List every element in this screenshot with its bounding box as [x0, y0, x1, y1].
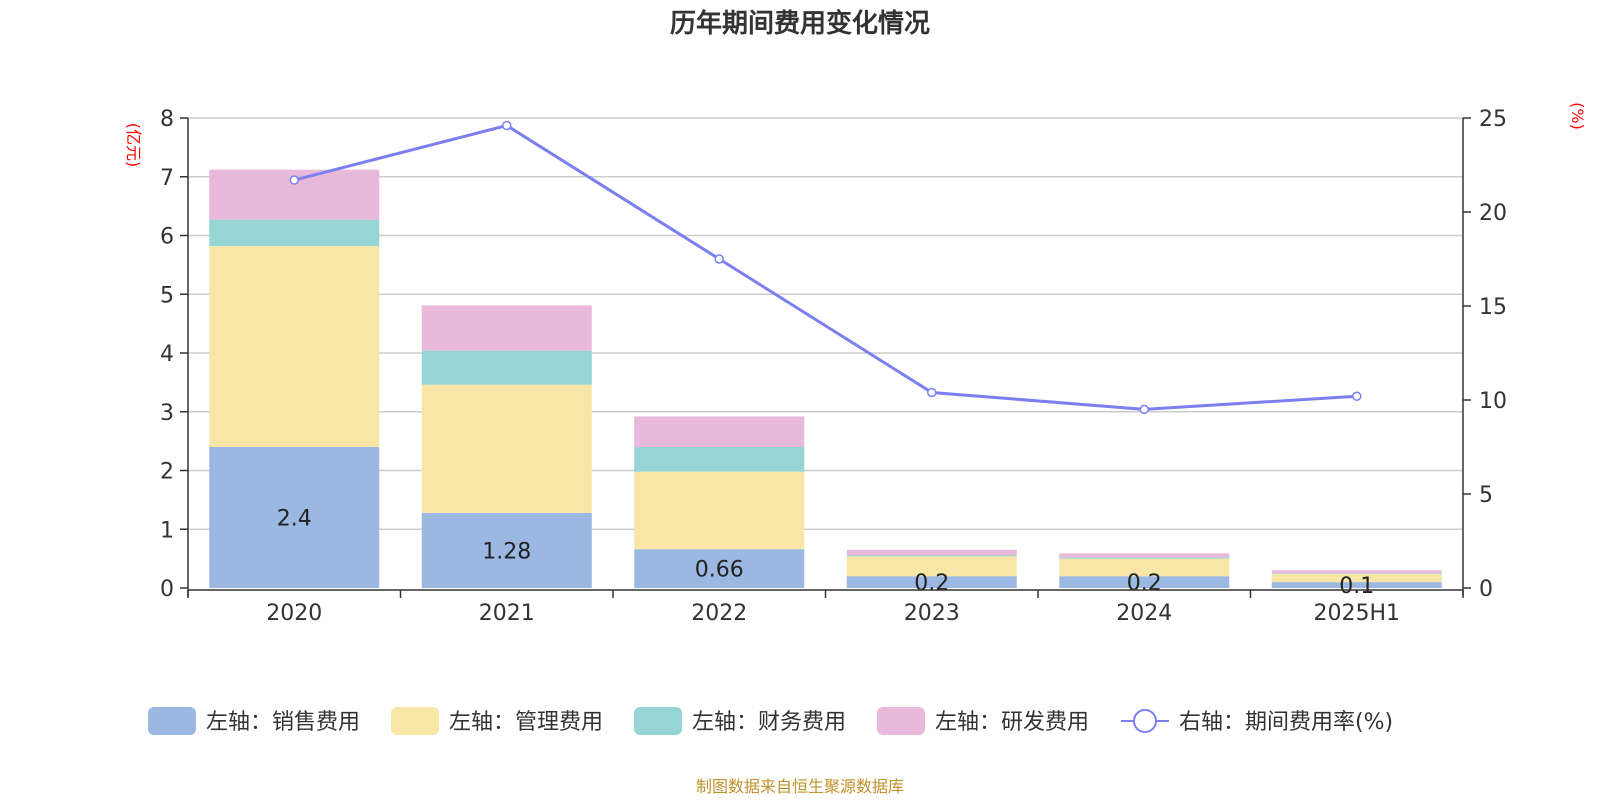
left-tick-label: 2 [160, 460, 174, 485]
right-tick-label: 0 [1479, 577, 1493, 602]
left-tick-label: 4 [160, 342, 174, 367]
rate-point [714, 254, 724, 264]
legend-swatch [148, 707, 196, 735]
bar-data-label: 0.2 [914, 571, 949, 596]
bar-segment [1271, 573, 1442, 574]
bar-data-label: 0.66 [695, 558, 744, 583]
legend-label: 右轴：期间费用率(%) [1179, 710, 1393, 735]
left-tick-label: 6 [160, 225, 174, 250]
right-tick-label: 15 [1479, 295, 1507, 320]
legend-swatch [634, 707, 682, 735]
source-note: 制图数据来自恒生聚源数据库 [696, 777, 904, 796]
bar-data-label: 0.2 [1127, 571, 1162, 596]
left-tick-label: 7 [160, 166, 174, 191]
left-tick-label: 3 [160, 401, 174, 426]
bar-segment [209, 219, 380, 247]
rate-point [502, 120, 512, 131]
rate-line-path [293, 123, 1357, 411]
bars: 2.4 1.28 0.66 0.2 0.2 0.1 [209, 169, 1442, 599]
bar-segment [1271, 570, 1442, 574]
bar-segment [846, 556, 1017, 577]
legend-marker [1133, 709, 1157, 733]
bar-segment [634, 416, 805, 447]
legend-label: 左轴：管理费用 [449, 710, 603, 735]
legend-swatch [877, 707, 925, 735]
x-tick-label: 2022 [691, 601, 747, 626]
left-tick-label: 1 [160, 518, 174, 543]
rate-point [927, 387, 937, 398]
right-tick-label: 5 [1479, 483, 1493, 508]
rate-line [289, 120, 1362, 415]
right-axis-unit: (%) [1568, 102, 1587, 130]
x-tick-label: 2024 [1116, 601, 1172, 626]
bar-segment [1059, 576, 1230, 588]
grid [188, 117, 1463, 530]
rate-point [1139, 404, 1149, 415]
legend: 左轴：销售费用 左轴：管理费用 左轴：财务费用 左轴：研发费用 右轴：期间费用率(%) [148, 707, 1393, 735]
right-tick-label: 20 [1479, 201, 1507, 226]
bar-segment [1059, 553, 1230, 558]
x-tick-label: 2025H1 [1313, 601, 1400, 626]
bar-segment [1271, 573, 1442, 583]
left-tick-label: 8 [160, 107, 174, 132]
bar-segment [846, 555, 1017, 557]
chart-title: 历年期间费用变化情况 [670, 8, 930, 39]
bar-segment [209, 246, 380, 447]
bar-segment [421, 350, 592, 385]
right-tick-label: 25 [1479, 107, 1507, 132]
x-tick-label: 2020 [266, 601, 322, 626]
left-tick-label: 0 [160, 577, 174, 602]
bar-segment [209, 447, 380, 588]
bar-segment [634, 471, 805, 550]
legend-label: 左轴：研发费用 [935, 710, 1089, 735]
bar-segment [634, 549, 805, 588]
bar-segment [1059, 558, 1230, 577]
bar-segment [846, 576, 1017, 588]
x-tick-label: 2021 [479, 601, 535, 626]
bar-segment [1271, 582, 1442, 588]
bar-segment [421, 384, 592, 513]
rate-point [1352, 391, 1362, 401]
left-tick-label: 5 [160, 283, 174, 308]
bar-segment [421, 305, 592, 351]
right-tick-label: 10 [1479, 389, 1507, 414]
bar-segment [846, 549, 1017, 556]
bar-data-label: 0.1 [1339, 574, 1374, 599]
bar-segment [634, 447, 805, 472]
rate-point [289, 175, 299, 185]
legend-label: 左轴：销售费用 [206, 710, 360, 735]
bar-segment [1059, 557, 1230, 559]
left-axis-unit: (亿元) [124, 123, 143, 168]
legend-label: 左轴：财务费用 [692, 710, 846, 735]
x-tick-label: 2023 [904, 601, 960, 626]
bar-data-label: 2.4 [277, 507, 312, 532]
bar-data-label: 1.28 [482, 539, 531, 564]
bar-segment [421, 512, 592, 588]
legend-swatch [391, 707, 439, 735]
